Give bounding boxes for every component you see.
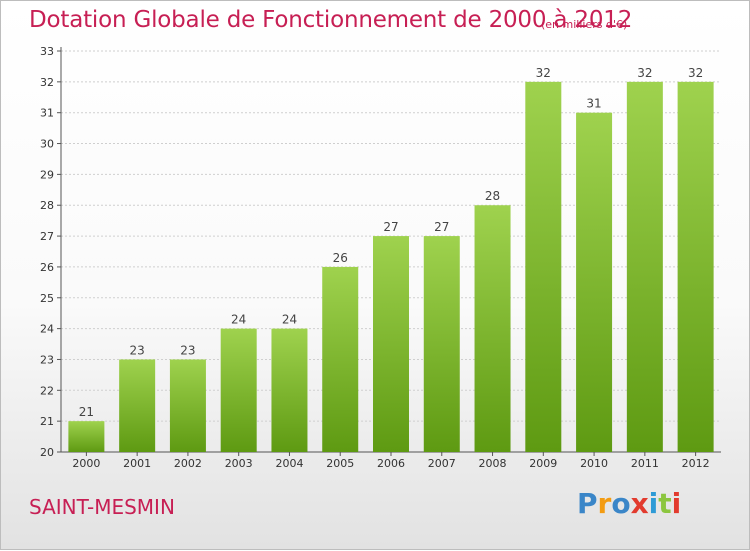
bars [68, 81, 714, 452]
chart-title: Dotation Globale de Fonctionnement de 20… [29, 7, 633, 33]
x-tick-label: 2005 [326, 457, 354, 470]
y-tick-label: 20 [40, 446, 54, 459]
bar [576, 112, 613, 452]
logo-letter: x [630, 487, 649, 520]
bar-value-label: 26 [333, 251, 348, 265]
bar [169, 359, 206, 452]
y-tick-label: 27 [40, 230, 54, 243]
bar [271, 328, 308, 452]
x-tick-label: 2007 [428, 457, 456, 470]
x-tick-label: 2002 [174, 457, 202, 470]
y-tick-label: 21 [40, 415, 54, 428]
bar-value-label: 27 [434, 220, 449, 234]
bar [525, 81, 562, 452]
x-tick-label: 2008 [479, 457, 507, 470]
logo-letter: i [648, 487, 659, 520]
bar [68, 421, 105, 452]
x-tick-label: 2006 [377, 457, 405, 470]
logo-letter: o [611, 487, 631, 520]
x-tick-label: 2000 [72, 457, 100, 470]
y-tick-label: 33 [40, 45, 54, 58]
commune-name: SAINT-MESMIN [29, 495, 175, 519]
logo-letter: t [658, 487, 672, 520]
y-tick-label: 32 [40, 76, 54, 89]
logo-letter: i [671, 487, 682, 520]
x-tick-label: 2001 [123, 457, 151, 470]
y-tick-label: 23 [40, 353, 54, 366]
bar-value-label: 32 [637, 66, 652, 80]
bar-value-label: 28 [485, 189, 500, 203]
logo-letter: P [577, 487, 598, 520]
x-tick-label: 2009 [529, 457, 557, 470]
bar-value-label: 27 [383, 220, 398, 234]
bar [423, 236, 460, 452]
y-tick-label: 26 [40, 261, 54, 274]
bar [474, 205, 511, 452]
data-labels: 21 23 23 24 24 26 27 27 28 32 31 32 32 [79, 66, 704, 419]
axes: 20 21 22 23 24 25 26 27 28 29 30 31 32 33 2000 2001 2002… [40, 45, 721, 470]
bar-value-label: 24 [282, 313, 297, 327]
bar [677, 81, 714, 452]
y-tick-label: 30 [40, 138, 54, 151]
bar-value-label: 32 [688, 66, 703, 80]
y-tick-label: 22 [40, 384, 54, 397]
bar [220, 328, 257, 452]
x-tick-label: 2011 [631, 457, 659, 470]
bar-value-label: 24 [231, 313, 246, 327]
proxiti-logo: Proxiti [577, 487, 681, 520]
x-tick-label: 2012 [682, 457, 710, 470]
bar [119, 359, 156, 452]
bar-value-label: 23 [130, 343, 145, 357]
bar-value-label: 21 [79, 405, 94, 419]
logo-letter: r [597, 487, 612, 520]
y-tick-label: 28 [40, 199, 54, 212]
bar [322, 266, 359, 452]
y-tick-label: 29 [40, 168, 54, 181]
y-tick-label: 25 [40, 292, 54, 305]
x-tick-label: 2010 [580, 457, 608, 470]
y-tick-label: 31 [40, 107, 54, 120]
bar [373, 236, 409, 452]
x-tick-label: 2004 [275, 457, 303, 470]
bar-value-label: 31 [586, 97, 601, 111]
chart-subtitle: (en milliers d'€) [541, 18, 628, 31]
bar-value-label: 23 [180, 343, 195, 357]
bar [626, 81, 663, 452]
bar-value-label: 32 [536, 66, 551, 80]
x-tick-label: 2003 [225, 457, 253, 470]
y-tick-label: 24 [40, 323, 54, 336]
